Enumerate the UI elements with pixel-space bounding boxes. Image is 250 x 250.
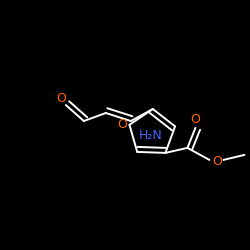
Text: O: O xyxy=(212,156,222,168)
Text: O: O xyxy=(56,92,66,104)
Text: O: O xyxy=(190,114,200,126)
Text: H₂N: H₂N xyxy=(139,130,163,142)
Text: O: O xyxy=(118,118,128,131)
